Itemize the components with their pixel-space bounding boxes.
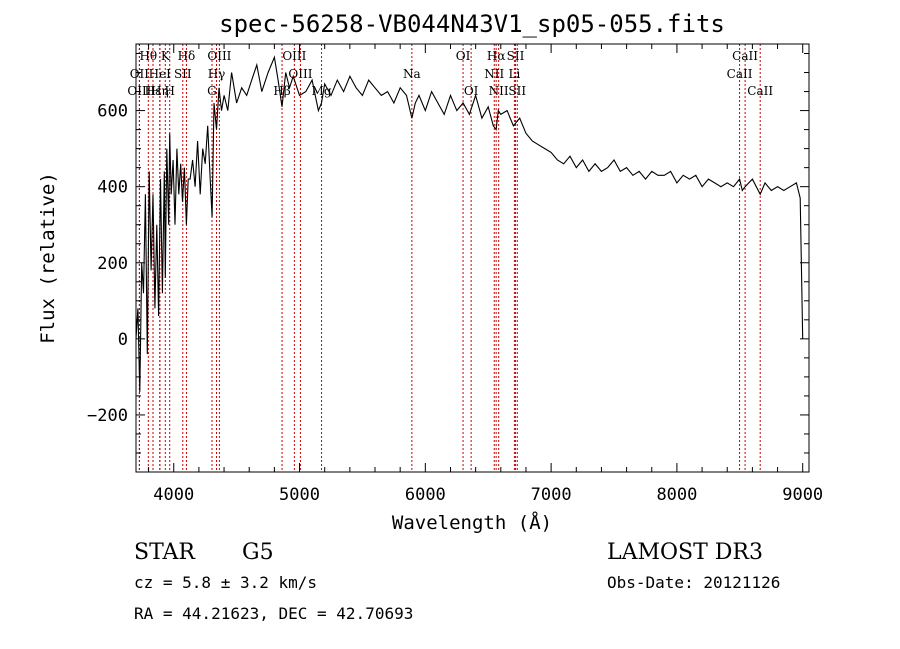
spectral-line-label: OI	[456, 49, 471, 63]
object-class: STAR	[134, 540, 195, 565]
spectral-line-label: OIII	[207, 49, 231, 63]
spectral-line-label: NII	[484, 67, 504, 81]
spectral-line-label: CaII	[747, 84, 773, 98]
spectral-line-label: Na	[403, 67, 421, 81]
plot-frame	[135, 43, 810, 473]
axis-ticks: 4000 5000 6000 7000 8000 9000 −200 0 200 400 600	[87, 44, 823, 505]
flux-series-line	[135, 55, 804, 393]
y-tick-label: 200	[97, 254, 128, 274]
spectral-line-label: Hη	[151, 84, 169, 98]
spectral-line-label: K	[161, 49, 171, 63]
spectral-line-label: Hγ	[208, 67, 226, 81]
survey-name: LAMOST DR3	[607, 540, 763, 565]
y-tick-label: 400	[97, 178, 128, 198]
spectral-line-label: OIII	[127, 84, 151, 98]
x-tick-label: 4000	[153, 485, 194, 505]
spectral-line-label: HeI	[149, 67, 172, 81]
x-tick-label: 7000	[531, 485, 572, 505]
redshift-text: cz = 5.8 ± 3.2 km/s	[134, 573, 318, 592]
coordinates-text: RA = 44.21623, DEC = 42.70693	[134, 604, 414, 623]
x-tick-label: 6000	[405, 485, 446, 505]
spectral-line-label: CaII	[727, 67, 753, 81]
spectral-line-label: Hδ	[178, 49, 196, 63]
spectral-line-label: OII	[130, 67, 150, 81]
spectral-line-label: Hε	[145, 84, 162, 98]
y-tick-label: 600	[97, 102, 128, 122]
spectral-line-label: G	[207, 84, 217, 98]
spectral-line-label: SII	[174, 67, 192, 81]
spectral-line-label: H	[164, 84, 174, 98]
spectral-line-label: Li	[508, 67, 520, 81]
x-axis-label: Wavelength (Å)	[392, 511, 552, 534]
x-tick-label: 9000	[782, 485, 823, 505]
y-tick-label: 0	[118, 330, 128, 350]
x-tick-label: 5000	[279, 485, 320, 505]
spectral-line-markers	[138, 44, 761, 472]
obs-date-text: Obs-Date: 20121126	[607, 573, 781, 592]
spectral-line-label: NII	[489, 84, 509, 98]
chart-title: spec-56258-VB044N43V1_sp05-055.fits	[219, 10, 725, 38]
y-tick-label: −200	[87, 406, 128, 426]
spectral-line-label: OI	[464, 84, 479, 98]
spectral-line-label: SII	[507, 49, 525, 63]
x-tick-label: 8000	[656, 485, 697, 505]
y-axis-label: Flux (relative)	[37, 172, 59, 344]
spectral-line-label: CaII	[732, 49, 758, 63]
spectral-line-label: Hβ	[273, 84, 290, 98]
spectral-line-label: OIII	[288, 67, 312, 81]
spectral-line-label: OIII	[282, 49, 306, 63]
spectral-line-label: Hα	[487, 49, 506, 63]
object-subclass: G5	[242, 540, 274, 565]
spectral-line-label: SII	[508, 84, 526, 98]
spectral-line-label: Hθ	[139, 49, 157, 63]
